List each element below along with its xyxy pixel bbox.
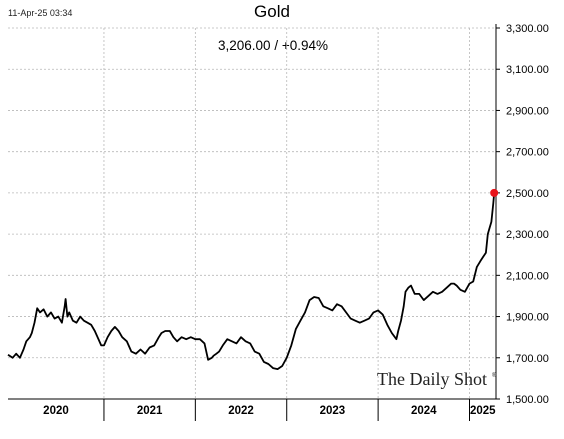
x-tick-label: 2022 [228,405,254,417]
x-tick-label: 2024 [411,405,437,417]
chart-subtitle: 3,206.00 / +0.94% [218,38,328,53]
series-layer [7,188,499,370]
x-tick-label: 2020 [43,405,69,417]
last-value-point [490,188,499,197]
watermark-brand: The Daily Shot [377,369,487,389]
y-tick-label: 1,900.00 [506,312,549,324]
y-tick-label: 2,700.00 [506,147,549,159]
y-tick-label: 2,300.00 [506,229,549,241]
y-tick-label: 2,500.00 [506,188,549,200]
y-axis-tick-labels: 1,500.00 1,700.00 1,900.00 2,100.00 2,300.00… [506,23,549,406]
x-tick-label: 2025 [470,405,496,417]
series-line-gold [7,192,496,370]
y-tick-label: 2,900.00 [506,105,549,117]
y-tick-label: 3,100.00 [506,64,549,76]
y-tick-label: 1,500.00 [506,394,549,406]
timestamp: 11-Apr-25 03:34 [8,8,72,18]
x-tick-label: 2023 [320,405,346,417]
y-tick-label: 3,300.00 [506,23,549,35]
y-tick-label: 2,100.00 [506,270,549,282]
watermark-registered-mark: ® [492,372,497,379]
chart-title: Gold [254,2,290,21]
x-tick-label: 2021 [137,405,163,417]
x-axis-tick-labels: 2020 2021 2022 2023 2024 2025 [43,405,496,417]
y-tick-label: 1,700.00 [506,353,549,365]
axes [8,24,500,421]
gridlines [8,27,496,399]
